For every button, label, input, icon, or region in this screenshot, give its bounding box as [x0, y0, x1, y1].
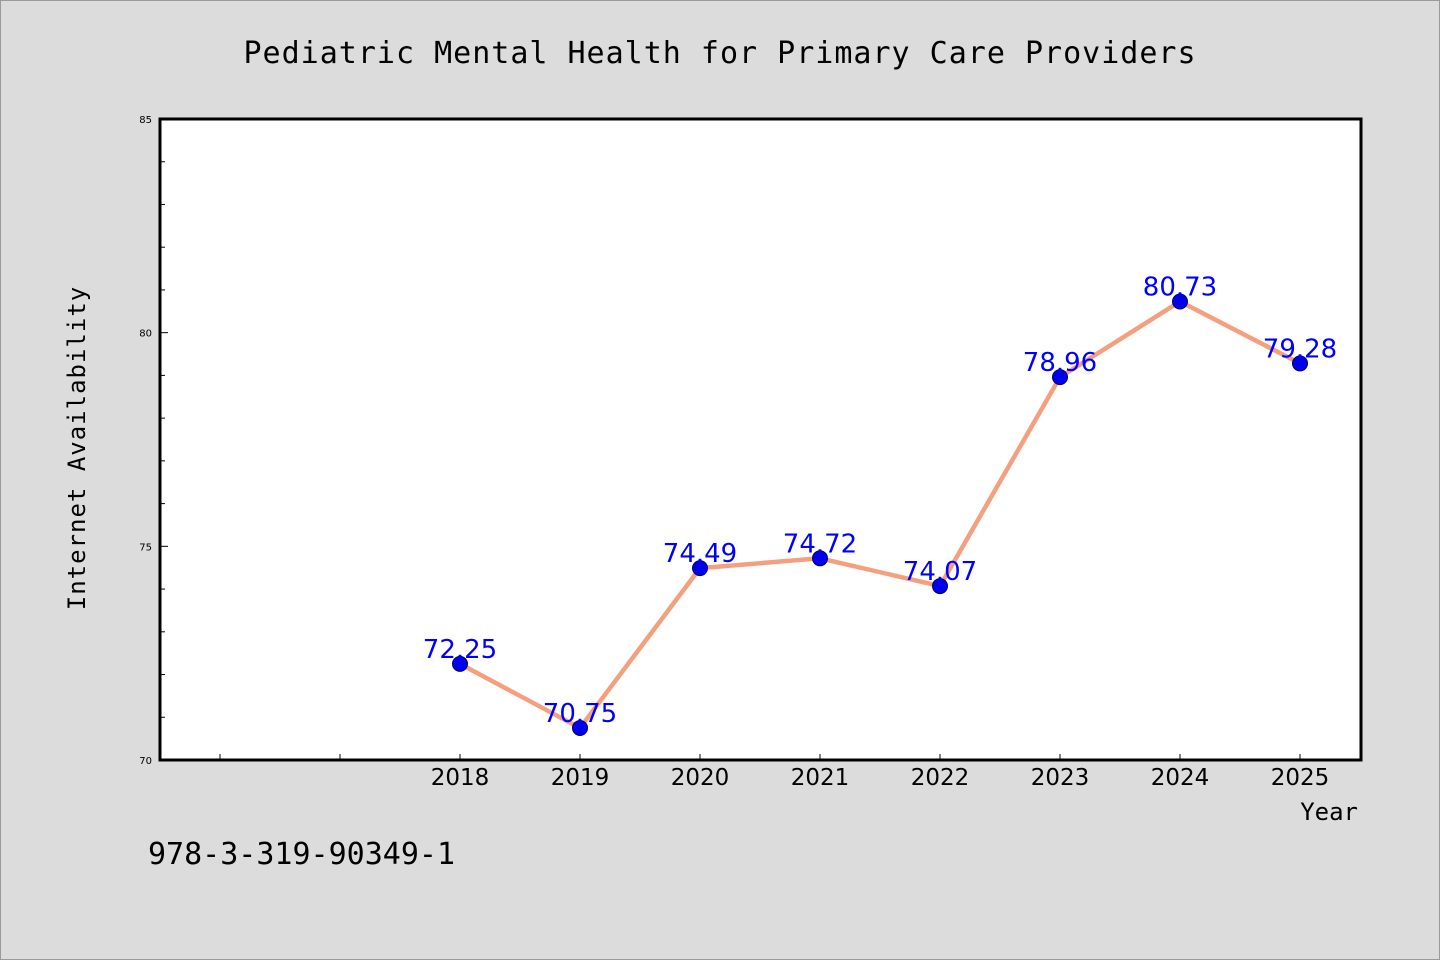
x-tick-label: 2020 — [671, 765, 730, 791]
data-point — [572, 719, 588, 736]
x-tick-label: 2019 — [551, 765, 610, 791]
y-axis-label: Internet Availability — [63, 286, 91, 610]
data-point — [932, 578, 948, 595]
data-label: 74.07 — [903, 557, 977, 587]
footer-code: 978-3-319-90349-1 — [148, 837, 455, 872]
data-point — [1292, 355, 1308, 372]
x-tick-label: 2025 — [1271, 765, 1330, 791]
data-point — [1052, 369, 1068, 386]
chart-title: Pediatric Mental Health for Primary Care… — [243, 36, 1196, 71]
data-point — [452, 655, 468, 672]
data-label: 74.49 — [663, 539, 737, 569]
data-label: 70.75 — [543, 699, 617, 729]
x-tick-label: 2018 — [431, 765, 490, 791]
y-tick-label: 85 — [139, 115, 152, 126]
x-tick-label: 2021 — [791, 765, 850, 791]
plot-area — [158, 117, 1363, 762]
data-label: 72.25 — [423, 635, 497, 665]
x-tick-label: 2022 — [911, 765, 970, 791]
axis-ticks: 70 75 80 85 2018 2019 2020 2021 2022 2023 2024 2025 — [139, 115, 1329, 791]
x-tick-label: 2024 — [1151, 765, 1210, 791]
data-labels: 72.25 70.75 74.49 74.72 74.07 78.96 80.73 79.28 — [423, 272, 1337, 728]
x-axis-label: Year — [1300, 798, 1358, 826]
x-tick-label: 2023 — [1031, 765, 1090, 791]
series-line — [457, 299, 1303, 731]
data-label: 80.73 — [1143, 272, 1217, 302]
data-label: 79.28 — [1263, 334, 1337, 364]
y-tick-label: 80 — [139, 329, 152, 340]
data-label: 78.96 — [1023, 348, 1097, 378]
y-tick-label: 70 — [139, 756, 152, 767]
data-label: 74.72 — [783, 529, 857, 559]
series-layer — [452, 293, 1308, 736]
data-point — [1172, 293, 1188, 310]
y-tick-label: 75 — [139, 542, 152, 553]
data-point — [692, 560, 708, 577]
data-point — [812, 550, 828, 567]
